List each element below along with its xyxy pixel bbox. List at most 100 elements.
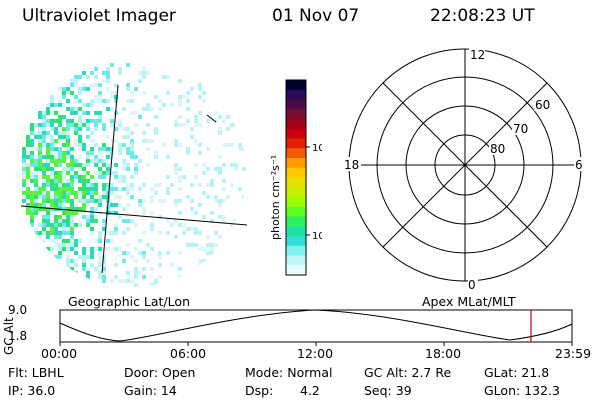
emission-pixel: [110, 139, 114, 143]
emission-pixel: [142, 231, 146, 235]
emission-pixel: [50, 139, 54, 143]
emission-pixel: [62, 143, 66, 147]
emission-pixel: [42, 127, 46, 131]
emission-pixel: [38, 183, 42, 187]
emission-pixel: [58, 163, 62, 167]
emission-pixel: [106, 183, 110, 187]
emission-pixel: [178, 223, 182, 227]
emission-pixel: [38, 147, 42, 151]
emission-pixel: [114, 263, 118, 267]
emission-pixel: [82, 259, 86, 263]
emission-pixel: [134, 155, 138, 159]
emission-pixel: [106, 99, 110, 103]
emission-pixel: [110, 119, 114, 123]
emission-pixel: [70, 247, 74, 251]
emission-pixel: [66, 91, 70, 95]
emission-pixel: [98, 171, 102, 175]
emission-pixel: [214, 111, 218, 115]
emission-pixel: [94, 159, 98, 163]
emission-pixel: [82, 255, 86, 259]
emission-pixel: [70, 207, 74, 211]
emission-pixel: [26, 171, 30, 175]
emission-pixel: [142, 267, 146, 271]
emission-pixel: [182, 175, 186, 179]
emission-pixel: [82, 203, 86, 207]
emission-pixel: [70, 187, 74, 191]
emission-pixel: [54, 203, 58, 207]
emission-pixel: [130, 195, 134, 199]
emission-pixel: [122, 167, 126, 171]
emission-pixel: [34, 215, 38, 219]
emission-pixel: [90, 251, 94, 255]
emission-pixel: [74, 139, 78, 143]
lat-80-label: 80: [490, 142, 505, 156]
emission-pixel: [150, 227, 154, 231]
emission-pixel: [66, 155, 70, 159]
emission-pixel: [126, 187, 130, 191]
emission-pixel: [74, 175, 78, 179]
emission-pixel: [38, 175, 42, 179]
emission-pixel: [98, 275, 102, 279]
emission-pixel: [86, 219, 90, 223]
emission-pixel: [90, 247, 94, 251]
emission-pixel: [38, 231, 42, 235]
emission-pixel: [102, 71, 106, 75]
emission-pixel: [66, 195, 70, 199]
colorbar-band: [286, 138, 306, 149]
emission-pixel: [194, 267, 198, 271]
emission-pixel: [66, 147, 70, 151]
emission-pixel: [86, 199, 90, 203]
emission-pixel: [38, 111, 42, 115]
emission-pixel: [66, 219, 70, 223]
mlt-18-label: 18: [344, 158, 359, 172]
emission-pixel: [90, 231, 94, 235]
emission-pixel: [98, 259, 102, 263]
emission-pixel: [86, 187, 90, 191]
emission-pixel: [206, 183, 210, 187]
emission-pixel: [122, 135, 126, 139]
emission-pixel: [118, 195, 122, 199]
emission-pixel: [90, 103, 94, 107]
emission-pixel: [54, 131, 58, 135]
emission-pixel: [98, 119, 102, 123]
emission-pixel: [90, 183, 94, 187]
emission-pixel: [142, 139, 146, 143]
emission-pixel: [62, 247, 66, 251]
emission-pixel: [146, 147, 150, 151]
emission-pixel: [78, 127, 82, 131]
emission-pixel: [38, 203, 42, 207]
emission-pixel: [174, 143, 178, 147]
emission-pixel: [38, 187, 42, 191]
auroral-image: [20, 63, 248, 287]
emission-pixel: [74, 127, 78, 131]
colorbar-band: [286, 255, 306, 266]
emission-pixel: [50, 175, 54, 179]
emission-pixel: [222, 179, 226, 183]
xtick-1200: 12:00: [297, 346, 334, 361]
emission-pixel: [34, 195, 38, 199]
colorbar-band: [286, 177, 306, 188]
emission-pixel: [126, 191, 130, 195]
emission-pixel: [50, 171, 54, 175]
emission-pixel: [58, 179, 62, 183]
emission-pixel: [118, 187, 122, 191]
emission-pixel: [126, 271, 130, 275]
emission-pixel: [98, 243, 102, 247]
emission-pixel: [30, 139, 34, 143]
emission-pixel: [230, 143, 234, 147]
mlt-6-label: 6: [575, 158, 583, 172]
emission-pixel: [46, 159, 50, 163]
emission-pixel: [26, 203, 30, 207]
emission-pixel: [134, 283, 138, 287]
emission-pixel: [66, 231, 70, 235]
emission-pixel: [114, 91, 118, 95]
emission-pixel: [58, 159, 62, 163]
colorbar-band: [286, 265, 306, 276]
emission-pixel: [174, 167, 178, 171]
emission-pixel: [78, 99, 82, 103]
emission-pixel: [98, 159, 102, 163]
emission-pixel: [106, 155, 110, 159]
emission-pixel: [94, 183, 98, 187]
emission-pixel: [42, 143, 46, 147]
emission-pixel: [106, 79, 110, 83]
